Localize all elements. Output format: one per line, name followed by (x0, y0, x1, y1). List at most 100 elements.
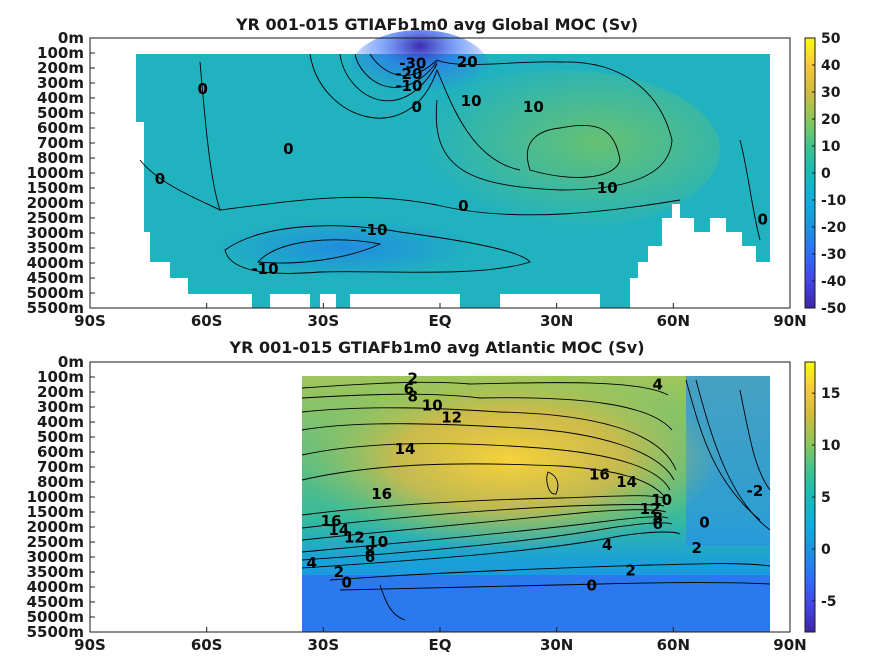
contour-label: -20 (395, 65, 422, 83)
contour-label: 14 (395, 440, 416, 458)
contour-label: 12 (441, 409, 462, 427)
latitude-tick-label: 90N (773, 636, 806, 654)
depth-tick-label: 100m (37, 44, 84, 62)
depth-tick-label: 800m (37, 473, 84, 491)
depth-tick-label: 200m (37, 59, 84, 77)
depth-tick-label: 3000m (27, 224, 84, 242)
contour-label: 10 (651, 491, 672, 509)
latitude-tick-label: EQ (429, 312, 452, 330)
contour-label: 0 (458, 197, 468, 215)
global-moc-title: YR 001-015 GTIAFb1m0 avg Global MOC (Sv) (235, 15, 638, 34)
colorbar-tick-label: 40 (821, 58, 841, 74)
global-colorbar-ticks: 50 40 30 20 10 0 -10 -20 -30 -40 -50 (812, 31, 847, 317)
colorbar-tick-label: 10 (821, 438, 841, 454)
depth-tick-label: 200m (37, 383, 84, 401)
latitude-tick-label: 30S (307, 312, 339, 330)
latitude-tick-label: 90S (74, 636, 106, 654)
depth-tick-label: 300m (37, 398, 84, 416)
contour-label: 16 (321, 512, 342, 530)
contour-label: 8 (408, 388, 418, 406)
contour-label: 0 (758, 211, 768, 229)
contour-label: -2 (747, 482, 764, 500)
global-contours (139, 53, 761, 274)
latitude-tick-label: 60S (191, 636, 223, 654)
atlantic-moc-panel: YR 001-015 GTIAFb1m0 avg Atlantic MOC (S… (27, 338, 841, 654)
depth-tick-label: 700m (37, 134, 84, 152)
colorbar-tick-label: 0 (821, 542, 831, 558)
depth-tick-label: 4500m (27, 593, 84, 611)
contour-label: 2 (625, 562, 635, 580)
latitude-tick-label: 90S (74, 312, 106, 330)
depth-tick-label: 5000m (27, 284, 84, 302)
depth-tick-label: 300m (37, 74, 84, 92)
contour-label: -10 (251, 260, 278, 278)
latitude-tick-label: 30N (540, 636, 573, 654)
colorbar-tick-label: -40 (821, 274, 847, 290)
colorbar-tick-label: -50 (821, 301, 847, 317)
contour-label: -10 (360, 221, 387, 239)
depth-tick-label: 100m (37, 368, 84, 386)
contour-label: 2 (691, 539, 701, 557)
contour-label: 12 (640, 500, 661, 518)
latitude-tick-label: 60N (657, 312, 690, 330)
contour-label: 0 (198, 80, 208, 98)
latitude-tick-label: 90N (773, 312, 806, 330)
contour-label: 0 (341, 574, 351, 592)
contour-label: 14 (616, 473, 637, 491)
contour-label: 4 (306, 554, 316, 572)
contour-label: 2 (408, 370, 418, 388)
colorbar-tick-label: 0 (821, 166, 831, 182)
atlantic-depth-axis: 0m100m200m300m400m500m600m700m800m1000m1… (27, 353, 95, 641)
colorbar-tick-label: 20 (821, 112, 841, 128)
global-depth-axis: 0m100m200m300m400m500m600m700m800m1000m1… (27, 29, 95, 317)
depth-tick-label: 600m (37, 119, 84, 137)
depth-tick-label: 400m (37, 413, 84, 431)
contour-label: 8 (365, 542, 375, 560)
depth-tick-label: 800m (37, 149, 84, 167)
contour-label: 10 (367, 533, 388, 551)
contour-label: 6 (653, 515, 663, 533)
global-latitude-axis: 90S 60S 30S EQ 30N 60N 90N (74, 303, 807, 330)
global-deacon-cell (350, 30, 490, 110)
contour-label: -30 (399, 55, 426, 73)
contour-label: 6 (404, 380, 414, 398)
depth-tick-label: 4500m (27, 269, 84, 287)
colorbar-tick-label: -30 (821, 247, 847, 263)
colorbar-tick-label: 15 (821, 386, 840, 402)
depth-tick-label: 2000m (27, 194, 84, 212)
contour-label: 4 (602, 536, 612, 554)
depth-tick-label: 1500m (27, 503, 84, 521)
contour-label: 20 (457, 53, 478, 71)
colorbar-tick-label: 50 (821, 31, 841, 47)
depth-tick-label: 1500m (27, 179, 84, 197)
depth-tick-label: 3000m (27, 548, 84, 566)
atlantic-latitude-axis: 90S 60S 30S EQ 30N 60N 90N (74, 627, 807, 654)
depth-tick-label: 2000m (27, 518, 84, 536)
depth-tick-label: 1000m (27, 488, 84, 506)
contour-label: 0 (283, 140, 293, 158)
depth-tick-label: 2500m (27, 209, 84, 227)
contour-label: 8 (653, 509, 663, 527)
global-north-cell (400, 70, 720, 230)
depth-tick-label: 600m (37, 443, 84, 461)
depth-tick-label: 3500m (27, 563, 84, 581)
depth-tick-label: 2500m (27, 533, 84, 551)
depth-tick-label: 4000m (27, 254, 84, 272)
colorbar-tick-label: -10 (821, 193, 847, 209)
contour-label: 0 (411, 98, 421, 116)
depth-tick-label: 5000m (27, 608, 84, 626)
depth-tick-label: 0m (58, 29, 84, 47)
depth-tick-label: 1000m (27, 164, 84, 182)
contour-label: 10 (523, 98, 544, 116)
contour-label: 0 (155, 170, 165, 188)
depth-tick-label: 5500m (27, 299, 84, 317)
depth-tick-label: 500m (37, 428, 84, 446)
colorbar-tick-label: 5 (821, 490, 831, 506)
global-colorbar: 50 40 30 20 10 0 -10 -20 -30 -40 -50 (804, 31, 847, 317)
contour-label: 16 (371, 485, 392, 503)
